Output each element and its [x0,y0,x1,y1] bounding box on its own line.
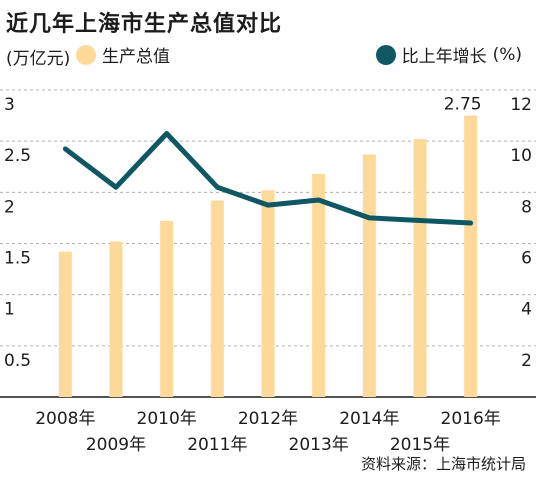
x-tick-label: 2016年 [441,409,501,429]
right-tick-label: 4 [521,300,532,320]
left-tick-label: 2 [4,197,15,217]
legend-growth: 比上年增长 (%) [375,42,522,67]
x-tick-label: 2013年 [289,435,349,455]
bar-gdp [58,251,72,397]
right-tick-label: 12 [510,95,532,115]
right-tick-label: 8 [521,197,532,217]
bar-gdp [109,241,123,397]
left-axis-unit: (万亿元) [6,49,71,69]
legend-growth-label: 比上年增长 [401,47,487,67]
x-tick-label: 2009年 [86,435,146,455]
bar-gdp [464,115,478,397]
bar-gdp [362,154,376,397]
x-tick-label: 2010年 [137,409,197,429]
x-tick-label: 2015年 [390,435,450,455]
bar-gdp [160,220,174,397]
legend-gdp-label: 生产总值 [102,47,170,67]
right-axis-unit: (%) [492,44,522,65]
legend-line-swatch [375,44,396,65]
left-tick-label: 2.5 [4,146,31,166]
bar-gdp [413,139,427,397]
chart-title: 近几年上海市生产总值对比 [6,12,283,37]
x-tick-label: 2011年 [187,435,247,455]
source-note: 资料来源：上海市统计局 [360,455,526,473]
left-tick-label: 1.5 [4,249,31,269]
bar-gdp [261,190,275,397]
legend-bar-swatch [76,44,96,65]
right-tick-label: 6 [521,249,532,269]
left-tick-label: 0.5 [4,351,31,371]
left-tick-label: 1 [4,300,15,320]
x-tick-label: 2012年 [238,409,298,429]
data-label: 2.75 [444,95,482,115]
x-tick-label: 2008年 [35,409,95,429]
right-tick-label: 10 [510,146,532,166]
bar-gdp [210,200,224,397]
right-tick-label: 2 [521,351,532,371]
bar-gdp [312,173,326,397]
x-tick-label: 2014年 [339,409,399,429]
left-tick-label: 3 [4,95,15,115]
legend-gdp: 生产总值 [76,42,170,67]
